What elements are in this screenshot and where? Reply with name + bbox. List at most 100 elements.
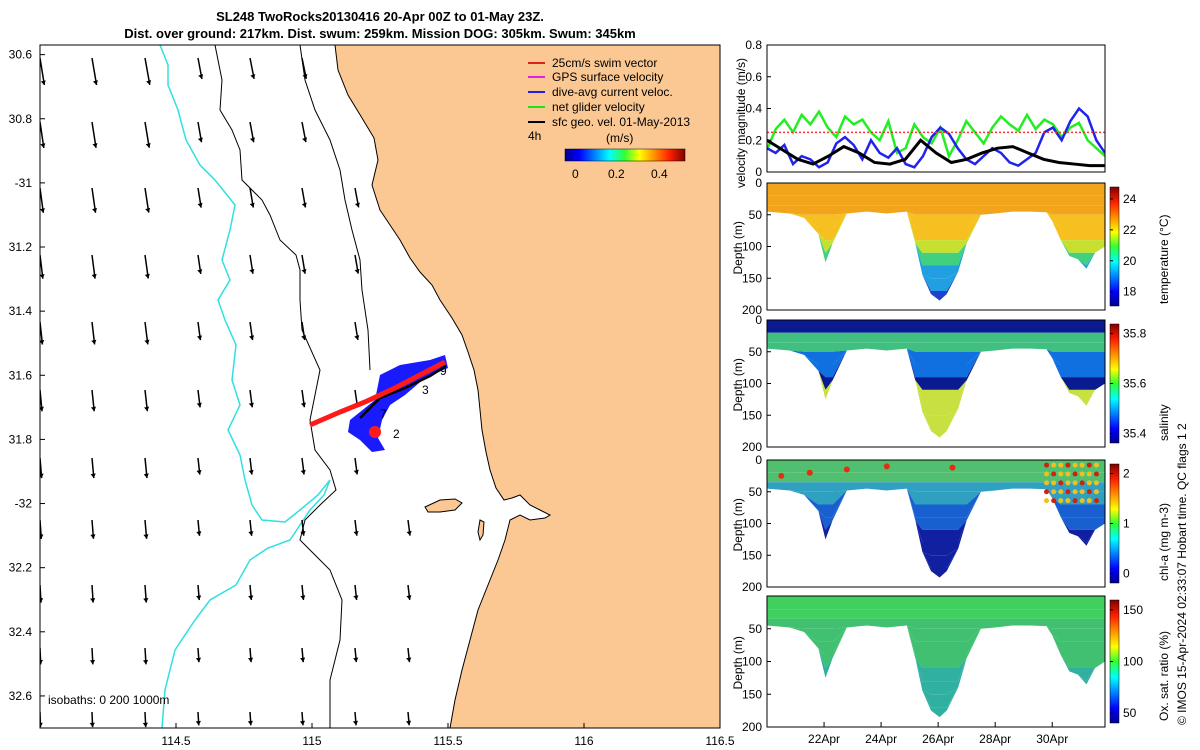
imos-credit: © IMOS 15-Apr-2024 02:33:07 Hobart time.… (1175, 423, 1189, 725)
legend-item-gps: GPS surface velocity (528, 70, 663, 84)
velocity-arrow-head (143, 473, 149, 479)
section-ytick-label: 100 (742, 240, 762, 254)
velocity-arrow-head (90, 534, 96, 539)
date-tick-label: 28Apr (979, 732, 1011, 746)
chl-patch (1065, 462, 1071, 468)
velocity-arrow (144, 121, 150, 148)
section-depth-band (767, 596, 1105, 610)
chl-patch (1058, 498, 1064, 504)
velocity-arrow-head (40, 473, 44, 479)
chl-patch (1058, 462, 1064, 468)
velocity-arrow-head (249, 137, 255, 143)
section-depth-band (767, 205, 1105, 215)
section-ytick-label: 50 (749, 485, 763, 499)
velocity-arrow-head (249, 335, 255, 341)
velocity-arrow-head (248, 595, 254, 600)
map-ytick-label: 30.6 (9, 48, 33, 62)
velocity-arrow (40, 57, 46, 86)
velocity-arrow-head (300, 657, 306, 663)
velocity-arrow-head (90, 473, 96, 479)
section-ytick-label: 200 (742, 440, 762, 454)
date-tick-label: 26Apr (922, 732, 954, 746)
rottnest-island (424, 498, 463, 513)
map-colorbar (564, 148, 686, 162)
section-ytick-label: 150 (742, 548, 762, 562)
section-depth-band (767, 488, 1105, 518)
section-depth-band (767, 482, 1105, 492)
velocity-arrow-head (40, 598, 44, 603)
section-depth-band (767, 625, 1105, 642)
geostrophic-velocity-arrows (40, 57, 412, 728)
colorbar-tick-label: 2 (1123, 467, 1130, 481)
map-ytick-label: 30.8 (9, 112, 33, 126)
section-ytick-label: 150 (742, 408, 762, 422)
chl-patch (1058, 480, 1064, 486)
section-depth-band (767, 472, 1105, 483)
velocity-arrow-head (144, 339, 150, 345)
chl-patch (1065, 471, 1071, 477)
map-xtick-label: 116 (574, 734, 593, 748)
velocity-arrow-head (248, 469, 254, 475)
colorbar-tick-label: 18 (1123, 285, 1137, 299)
map-colorbar-tick-02: 0.2 (608, 167, 625, 181)
track-end-marker (369, 426, 381, 438)
velocity-arrow-head (299, 720, 306, 726)
velocity-arrow-head (353, 595, 359, 600)
chl-patch (1086, 462, 1092, 468)
chl-patch (1086, 471, 1092, 477)
colorbar-tick-label: 35.8 (1123, 327, 1147, 341)
track-label-7: 7 (380, 407, 387, 421)
section-depth-band (767, 211, 1105, 241)
velocity-arrow-head (302, 73, 308, 79)
velocity-arrow-head (300, 595, 306, 600)
map-xtick-label: 115 (302, 734, 321, 748)
chl-patch (1051, 498, 1057, 504)
section-depth-band (767, 348, 1105, 403)
section-colorbar-label: temperature (°C) (1157, 215, 1171, 305)
velocity-ytick-label: 0 (755, 165, 762, 179)
map-xtick-label: 114.5 (161, 734, 190, 748)
colorbar-tick-label: 22 (1123, 223, 1137, 237)
chl-patch (1065, 489, 1071, 495)
section-panel-temperature: 0 50 100 150 200 Depth (m) 24 22 20 18 temperature… (731, 176, 1171, 317)
velocity-arrow-head (250, 74, 256, 79)
chl-patch (1086, 489, 1092, 495)
velocity-arrow-head (406, 530, 412, 536)
velocity-arrow-head (40, 339, 45, 345)
velocity-arrow-head (197, 202, 203, 208)
section-depth-band (767, 211, 1105, 253)
track-label-3: 3 (422, 383, 429, 397)
map-xtick-label: 116.5 (705, 734, 734, 748)
velocity-arrow-head (90, 598, 96, 603)
velocity-arrow-head (40, 722, 43, 728)
velocity-arrow-head (91, 339, 97, 345)
section-ytick-label: 150 (742, 687, 762, 701)
velocity-ytick-label: 0.8 (745, 38, 762, 52)
velocity-arrow-head (40, 273, 45, 279)
velocity-ytick-label: 0.2 (745, 133, 762, 147)
velocity-arrow-head (196, 595, 202, 601)
chl-patch (1058, 471, 1064, 477)
section-depth-band (767, 625, 1105, 669)
velocity-arrow-head (40, 208, 45, 213)
track-red-vectors (309, 359, 447, 428)
velocity-arrow-head (144, 406, 150, 412)
chl-patch (1093, 498, 1099, 504)
chl-patch (1058, 489, 1064, 495)
section-depth-band (767, 609, 1105, 619)
velocity-arrow (40, 121, 45, 149)
section-ylabel: Depth (m) (731, 221, 745, 274)
velocity-arrow-head (354, 202, 360, 208)
isobaths-label: isobaths: 0 200 1000m (48, 693, 169, 707)
section-ylabel: Depth (m) (731, 498, 745, 551)
velocity-arrow-head (40, 143, 46, 148)
legend-label-dive-avg: dive-avg current veloc. (552, 85, 673, 99)
section-depth-band (767, 488, 1105, 505)
section-panel-chl-a: 0 50 100 150 200 Depth (m) 2 1 0 chl-a (mg m-3) (731, 453, 1171, 594)
section-depth-band (767, 195, 1105, 206)
chl-patch (883, 463, 890, 470)
velocity-arrow-head (300, 469, 306, 475)
section-ytick-label: 200 (742, 303, 762, 317)
